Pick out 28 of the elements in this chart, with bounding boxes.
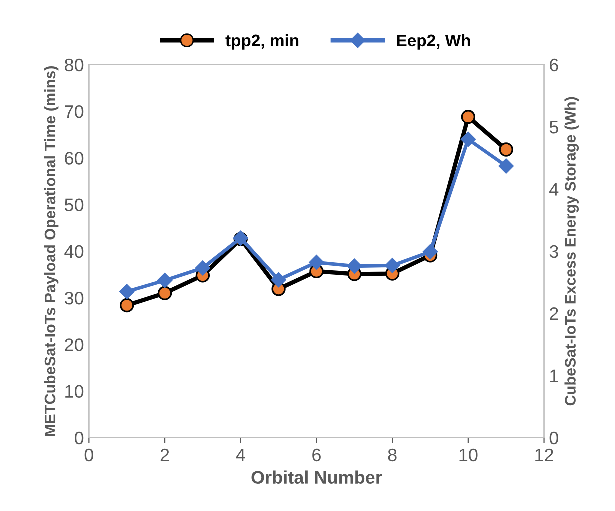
y2-tick-label: 2	[550, 308, 558, 320]
y2-axis-title: CubeSat-IoTs Excess Energy Storage (Wh)	[564, 97, 580, 406]
y2-tick-label: 3	[550, 245, 558, 258]
y-tick-label: 50	[64, 198, 84, 212]
y-tick-label: 40	[64, 245, 84, 258]
y-tick-label: 60	[65, 152, 84, 165]
x-tick-label: 8	[388, 448, 397, 462]
y-tick-label: 30	[64, 292, 84, 305]
y2-tick-label: 0	[550, 432, 558, 445]
y-tick-label: 80	[65, 58, 84, 72]
y-tick-label: 10	[66, 385, 84, 398]
y-tick-label: 70	[65, 105, 84, 118]
legend-label: tpp2, min	[226, 34, 299, 50]
y2-tick-label: 1	[550, 370, 558, 382]
y-tick-label: 20	[65, 338, 84, 352]
legend-label: Eep2, Wh	[397, 34, 470, 50]
y-tick-label: 0	[74, 432, 84, 445]
y2-tick-label: 4	[550, 183, 559, 196]
x-tick-label: 2	[160, 448, 170, 462]
y-axis-title: METCubeSat-IoTs Payload Operational Time (mins)	[44, 66, 59, 436]
y2-tick-label: 6	[550, 58, 558, 72]
x-tick-label: 0	[84, 448, 94, 462]
x-axis-title: Orbital Number	[252, 470, 382, 484]
x-tick-label: 10	[460, 448, 478, 462]
x-tick-label: 4	[236, 449, 246, 462]
x-tick-label: 6	[312, 448, 321, 462]
x-tick-label: 12	[536, 448, 554, 462]
y2-tick-label: 5	[550, 121, 558, 134]
